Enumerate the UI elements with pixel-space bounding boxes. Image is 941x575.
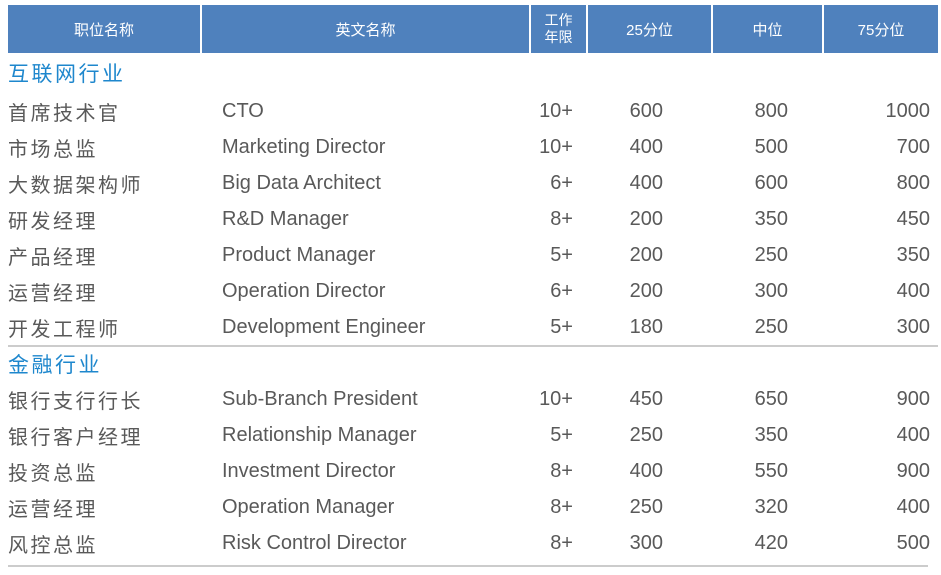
cell-position-en: Development Engineer <box>222 315 426 338</box>
cell-position-cn: 产品经理 <box>8 246 98 269</box>
cell-position-en: Product Manager <box>222 243 376 266</box>
cell-p25: 600 <box>629 99 663 122</box>
cell-median: 320 <box>754 495 788 518</box>
column-header-work-years-line1: 工作 <box>544 12 573 29</box>
table-row: 运营经理 Operation Manager 8+ 250 320 400 <box>8 489 938 525</box>
cell-position-cn: 研发经理 <box>8 210 98 233</box>
cell-p25: 400 <box>629 171 663 194</box>
cell-position-en: Marketing Director <box>222 135 386 158</box>
cell-position-cn: 首席技术官 <box>8 102 121 125</box>
table-row: 研发经理 R&D Manager 8+ 200 350 450 <box>8 201 938 237</box>
cell-position-cn: 银行支行行长 <box>8 390 143 413</box>
cell-p75: 450 <box>896 207 930 230</box>
cell-p25: 200 <box>629 207 663 230</box>
cell-p25: 300 <box>629 531 663 554</box>
cell-median: 250 <box>754 243 788 266</box>
table-row: 银行支行行长 Sub-Branch President 10+ 450 650 900 <box>8 381 938 417</box>
cell-position-cn: 投资总监 <box>8 462 98 485</box>
cell-p25: 400 <box>629 459 663 482</box>
cell-median: 300 <box>754 279 788 302</box>
cell-position-cn: 风控总监 <box>8 534 98 557</box>
section-title: 金融行业 <box>8 354 102 377</box>
cell-work-years: 5+ <box>550 315 573 338</box>
cell-p75: 900 <box>896 387 930 410</box>
cell-median: 350 <box>754 423 788 446</box>
column-header-position-en: 英文名称 <box>202 5 529 53</box>
cell-work-years: 5+ <box>550 423 573 446</box>
cell-p75: 400 <box>896 423 930 446</box>
cell-work-years: 8+ <box>550 531 573 554</box>
cell-position-en: Operation Director <box>222 279 386 302</box>
cell-position-en: Investment Director <box>222 459 396 482</box>
cell-work-years: 5+ <box>550 243 573 266</box>
cell-p75: 900 <box>896 459 930 482</box>
column-header-position-cn: 职位名称 <box>8 5 200 53</box>
cell-position-cn: 运营经理 <box>8 498 98 521</box>
cell-p75: 1000 <box>885 99 931 122</box>
cell-p75: 700 <box>896 135 930 158</box>
cell-p75: 800 <box>896 171 930 194</box>
column-header-work-years-line2: 年限 <box>544 29 573 45</box>
table-header-row: 职位名称 英文名称 工作 年限 25分位 中位 75分位 <box>8 5 938 53</box>
table-row: 首席技术官 CTO 10+ 600 800 1000 <box>8 93 938 129</box>
table-row: 投资总监 Investment Director 8+ 400 550 900 <box>8 453 938 489</box>
cell-p25: 400 <box>629 135 663 158</box>
cell-p25: 450 <box>629 387 663 410</box>
cell-median: 250 <box>754 315 788 338</box>
cell-position-en: CTO <box>222 99 264 122</box>
cell-position-cn: 银行客户经理 <box>8 426 143 449</box>
cell-median: 800 <box>754 99 788 122</box>
cell-position-cn: 运营经理 <box>8 282 98 305</box>
section-divider <box>8 345 938 347</box>
table-bottom-divider <box>8 565 928 567</box>
table-row: 大数据架构师 Big Data Architect 6+ 400 600 800 <box>8 165 938 201</box>
table-row: 运营经理 Operation Director 6+ 200 300 400 <box>8 273 938 309</box>
cell-work-years: 6+ <box>550 171 573 194</box>
cell-position-en: Relationship Manager <box>222 423 417 446</box>
cell-p75: 500 <box>896 531 930 554</box>
cell-median: 500 <box>754 135 788 158</box>
cell-median: 650 <box>754 387 788 410</box>
cell-p25: 200 <box>629 243 663 266</box>
cell-p75: 350 <box>896 243 930 266</box>
cell-p25: 250 <box>629 423 663 446</box>
table-row: 市场总监 Marketing Director 10+ 400 500 700 <box>8 129 938 165</box>
cell-p25: 200 <box>629 279 663 302</box>
table-row: 风控总监 Risk Control Director 8+ 300 420 500 <box>8 525 938 561</box>
cell-work-years: 6+ <box>550 279 573 302</box>
cell-position-en: Big Data Architect <box>222 171 381 194</box>
cell-median: 550 <box>754 459 788 482</box>
cell-work-years: 8+ <box>550 207 573 230</box>
cell-p75: 400 <box>896 495 930 518</box>
cell-position-cn: 大数据架构师 <box>8 174 143 197</box>
cell-p25: 250 <box>629 495 663 518</box>
section-title: 互联网行业 <box>8 63 126 86</box>
cell-position-cn: 开发工程师 <box>8 318 121 341</box>
column-header-work-years: 工作 年限 <box>531 5 586 53</box>
cell-position-en: Sub-Branch President <box>222 387 418 410</box>
cell-work-years: 8+ <box>550 459 573 482</box>
table-row: 银行客户经理 Relationship Manager 5+ 250 350 400 <box>8 417 938 453</box>
cell-position-en: R&D Manager <box>222 207 349 230</box>
cell-work-years: 10+ <box>539 135 573 158</box>
cell-p75: 400 <box>896 279 930 302</box>
cell-median: 350 <box>754 207 788 230</box>
column-header-median: 中位 <box>713 5 822 53</box>
table-row: 产品经理 Product Manager 5+ 200 250 350 <box>8 237 938 273</box>
cell-median: 420 <box>754 531 788 554</box>
cell-position-en: Operation Manager <box>222 495 395 518</box>
cell-work-years: 8+ <box>550 495 573 518</box>
cell-median: 600 <box>754 171 788 194</box>
table-row: 开发工程师 Development Engineer 5+ 180 250 300 <box>8 309 938 345</box>
column-header-p25: 25分位 <box>588 5 711 53</box>
cell-work-years: 10+ <box>539 387 573 410</box>
cell-p25: 180 <box>629 315 663 338</box>
cell-work-years: 10+ <box>539 99 573 122</box>
cell-position-cn: 市场总监 <box>8 138 98 161</box>
salary-table: 职位名称 英文名称 工作 年限 25分位 中位 75分位 互联网行业首席技术官 C… <box>8 5 938 567</box>
table-body: 互联网行业首席技术官 CTO 10+ 600 800 1000 市场总监 Marketing … <box>8 53 938 561</box>
column-header-p75: 75分位 <box>824 5 938 53</box>
cell-position-en: Risk Control Director <box>222 531 407 554</box>
cell-p75: 300 <box>896 315 930 338</box>
